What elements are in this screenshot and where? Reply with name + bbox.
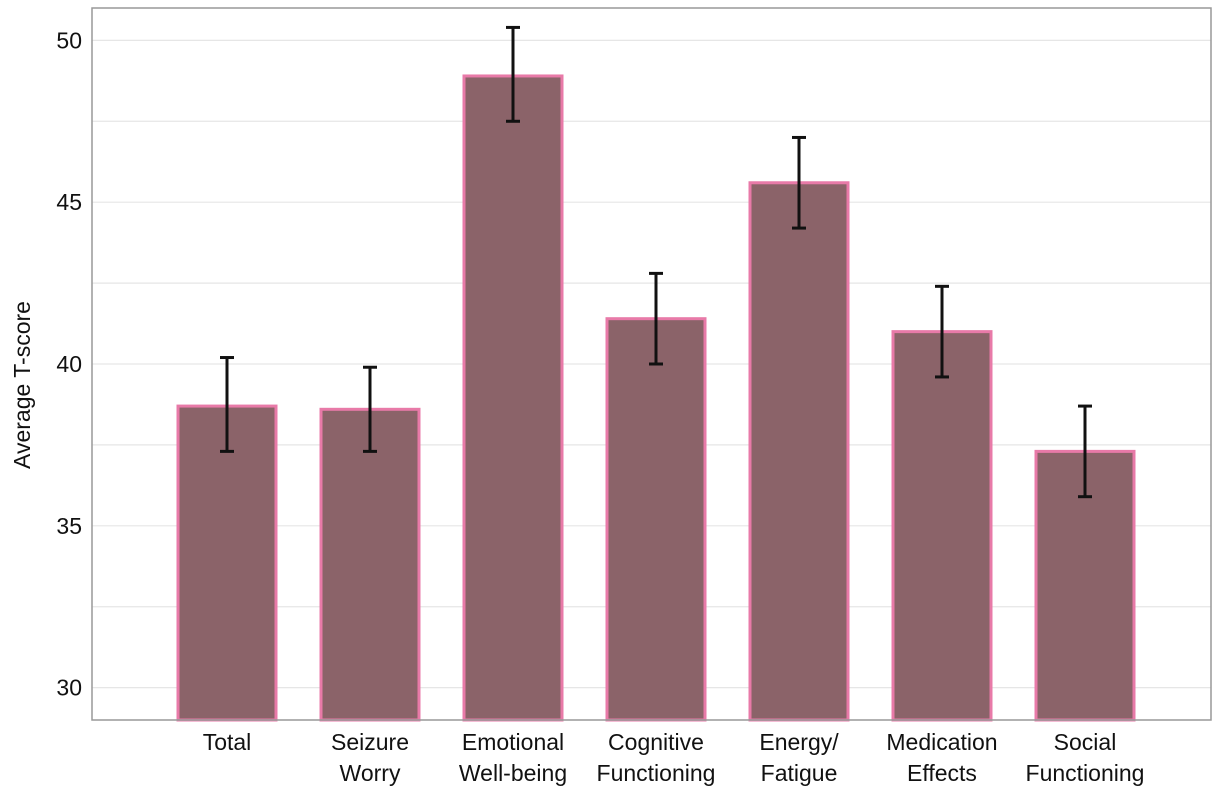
x-category-label: Energy/Fatigue <box>759 729 839 786</box>
y-tick-label: 35 <box>56 513 82 539</box>
bar <box>319 407 421 722</box>
x-axis-labels: Total Seizure Worry Emotional Well-being Cogn… <box>203 729 1145 786</box>
x-category-label-line: Effects <box>907 760 977 786</box>
bar <box>748 181 850 722</box>
x-category-label-line: Functioning <box>597 760 716 786</box>
error-bars <box>220 25 1092 499</box>
x-category-label-line: Fatigue <box>761 760 838 786</box>
x-category-label-line: Emotional <box>462 729 564 755</box>
plot-frame <box>91 7 1212 721</box>
bar <box>605 317 707 722</box>
y-axis-ticks: 30 35 40 45 50 <box>56 27 82 700</box>
x-category-label-line: Worry <box>340 760 401 786</box>
x-category-label-line: Functioning <box>1026 760 1145 786</box>
y-tick-label: 50 <box>56 27 82 53</box>
bars <box>176 74 1136 722</box>
y-tick-label: 40 <box>56 351 82 377</box>
bar <box>176 404 278 722</box>
x-category-label: Cognitive Functioning <box>597 729 716 786</box>
y-tick-label: 30 <box>56 675 82 701</box>
x-category-label-line: Seizure <box>331 729 409 755</box>
x-category-label-line: Energy/ <box>759 729 839 755</box>
x-category-label-line: Well-being <box>459 760 567 786</box>
bar <box>891 330 993 722</box>
x-category-label-line: Medication <box>886 729 997 755</box>
x-category-label: Social Functioning <box>1026 729 1145 786</box>
x-category-label-line: Cognitive <box>608 729 704 755</box>
y-axis-title: Average T-score <box>9 301 35 469</box>
x-category-label: Total <box>203 729 252 755</box>
x-category-label: Medication Effects <box>886 729 997 786</box>
x-category-label: Emotional Well-being <box>459 729 567 786</box>
x-category-label: Seizure Worry <box>331 729 409 786</box>
y-tick-label: 45 <box>56 189 82 215</box>
x-category-label-line: Social <box>1054 729 1117 755</box>
bar <box>462 74 564 722</box>
x-category-label-line: Total <box>203 729 252 755</box>
